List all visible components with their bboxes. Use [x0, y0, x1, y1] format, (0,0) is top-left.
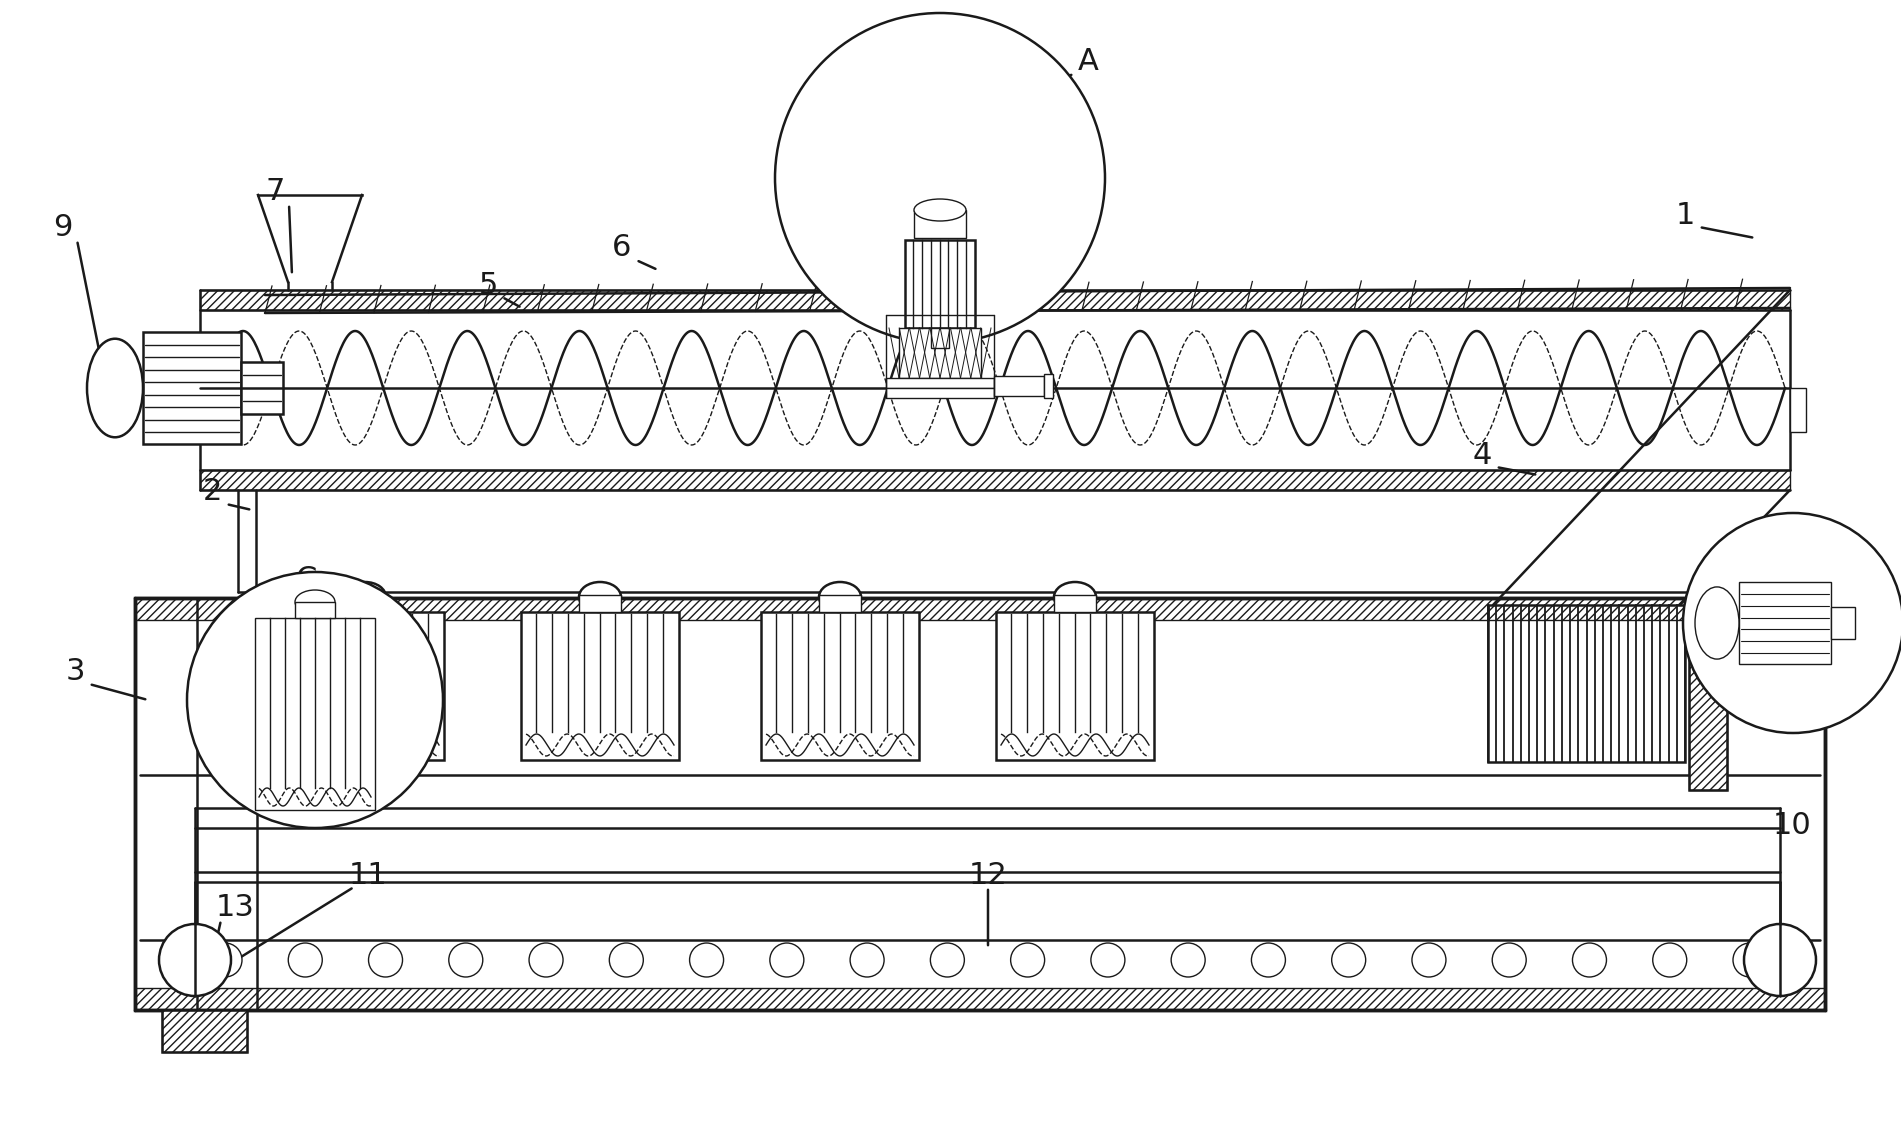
Circle shape — [776, 14, 1104, 344]
Bar — [994, 376, 1044, 396]
Text: C: C — [295, 565, 317, 594]
Text: 11: 11 — [348, 861, 388, 889]
Text: 6: 6 — [612, 234, 631, 262]
Text: A: A — [1078, 47, 1099, 77]
Bar — [295, 602, 335, 618]
Bar — [135, 598, 1825, 1010]
Circle shape — [1652, 944, 1686, 977]
Bar — [931, 328, 949, 348]
Bar — [886, 388, 994, 398]
Bar — [255, 618, 374, 810]
Text: 10: 10 — [1772, 810, 1812, 840]
Circle shape — [1492, 944, 1527, 977]
Circle shape — [449, 944, 483, 977]
Circle shape — [1734, 944, 1768, 977]
Circle shape — [1333, 944, 1365, 977]
Bar — [200, 470, 1791, 490]
Circle shape — [930, 944, 964, 977]
Bar — [1831, 607, 1855, 638]
Bar — [285, 612, 445, 760]
Circle shape — [1412, 944, 1447, 977]
Bar — [996, 612, 1154, 760]
Text: 13: 13 — [215, 894, 255, 922]
Circle shape — [1011, 944, 1046, 977]
Bar — [1053, 596, 1097, 612]
Ellipse shape — [295, 590, 335, 614]
Circle shape — [770, 944, 804, 977]
Ellipse shape — [344, 582, 386, 612]
Bar — [143, 332, 241, 444]
Ellipse shape — [914, 199, 966, 221]
Ellipse shape — [1696, 586, 1739, 659]
Circle shape — [1091, 944, 1125, 977]
Bar — [200, 290, 1791, 310]
Bar — [1688, 605, 1726, 790]
Text: 1: 1 — [1675, 200, 1694, 229]
Circle shape — [1572, 944, 1606, 977]
Circle shape — [690, 944, 724, 977]
Ellipse shape — [819, 582, 861, 612]
Bar — [886, 379, 994, 388]
Bar — [344, 596, 386, 612]
Circle shape — [207, 944, 241, 977]
Circle shape — [369, 944, 403, 977]
Circle shape — [610, 944, 643, 977]
Circle shape — [289, 944, 323, 977]
Text: 9: 9 — [53, 214, 72, 243]
Bar — [1044, 374, 1053, 398]
Circle shape — [1743, 924, 1815, 996]
Bar — [905, 240, 975, 328]
Text: 2: 2 — [202, 478, 222, 506]
Bar — [521, 612, 679, 760]
Bar — [162, 1010, 247, 1052]
Text: 8: 8 — [160, 417, 181, 446]
Bar — [1791, 388, 1806, 432]
Circle shape — [1171, 944, 1205, 977]
Text: B: B — [1781, 513, 1802, 542]
Bar — [241, 362, 283, 414]
Bar — [760, 612, 918, 760]
Bar — [162, 1010, 247, 1052]
Text: 5: 5 — [479, 270, 498, 299]
Bar — [914, 210, 966, 238]
Text: 7: 7 — [266, 177, 285, 207]
Bar — [1488, 605, 1684, 762]
Text: 3: 3 — [65, 658, 86, 687]
Bar — [580, 596, 622, 612]
Circle shape — [1251, 944, 1285, 977]
Ellipse shape — [87, 339, 143, 437]
Bar — [135, 598, 1825, 620]
Ellipse shape — [1053, 582, 1097, 612]
Bar — [1739, 582, 1831, 664]
Bar — [1688, 605, 1726, 790]
Circle shape — [186, 572, 443, 828]
Circle shape — [850, 944, 884, 977]
Text: 4: 4 — [1471, 441, 1492, 469]
Bar — [135, 988, 1825, 1010]
Circle shape — [1682, 513, 1901, 733]
Circle shape — [160, 924, 232, 996]
Ellipse shape — [580, 582, 622, 612]
Text: 12: 12 — [970, 861, 1008, 889]
Text: 14: 14 — [1703, 614, 1741, 643]
Bar — [899, 328, 981, 379]
Bar — [819, 596, 861, 612]
Circle shape — [528, 944, 563, 977]
